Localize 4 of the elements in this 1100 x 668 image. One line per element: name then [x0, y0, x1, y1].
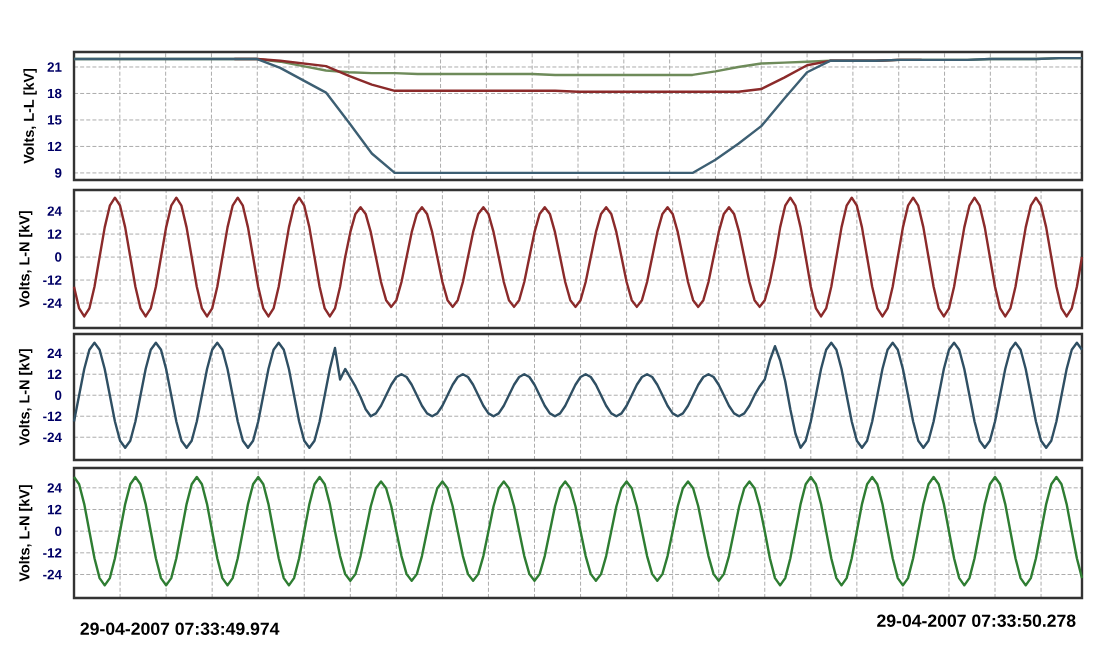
line-series: [72, 341, 1084, 449]
text: 29-04-2007 07:33:49.974: [80, 622, 280, 635]
text: 29-04-2007 07:33:50.278: [877, 614, 1076, 627]
line-series: [72, 475, 1084, 587]
